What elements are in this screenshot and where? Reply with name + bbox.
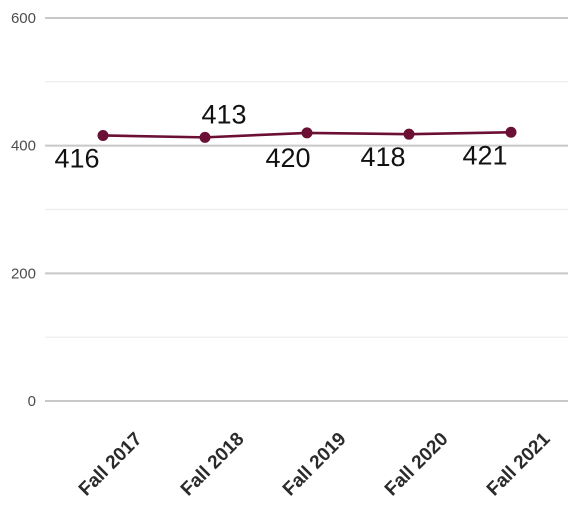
data-label: 418 [360, 142, 405, 172]
x-tick-label: Fall 2021 [483, 428, 555, 500]
data-label: 413 [201, 99, 246, 129]
data-labels: 416 413 420 418 421 [54, 99, 507, 173]
y-tick-label: 0 [28, 393, 36, 410]
gridlines [45, 17, 568, 402]
data-point [97, 129, 109, 141]
x-axis: Fall 2017 Fall 2018 Fall 2019 Fall 2020 Fall… [75, 428, 555, 500]
y-tick-label: 400 [11, 138, 36, 155]
data-point [505, 126, 517, 138]
data-label: 416 [54, 143, 99, 173]
data-point [403, 128, 415, 140]
data-label: 421 [462, 140, 507, 170]
data-point [301, 127, 313, 139]
data-point [199, 131, 211, 143]
data-label: 420 [265, 143, 310, 173]
y-tick-label: 600 [11, 10, 36, 27]
x-tick-label: Fall 2019 [279, 429, 351, 501]
x-tick-label: Fall 2017 [75, 429, 147, 501]
x-tick-label: Fall 2020 [381, 429, 453, 501]
y-tick-label: 200 [11, 265, 36, 282]
series-layer [97, 126, 517, 143]
x-tick-label: Fall 2018 [177, 429, 249, 501]
y-axis: 0 200 400 600 [11, 10, 36, 410]
